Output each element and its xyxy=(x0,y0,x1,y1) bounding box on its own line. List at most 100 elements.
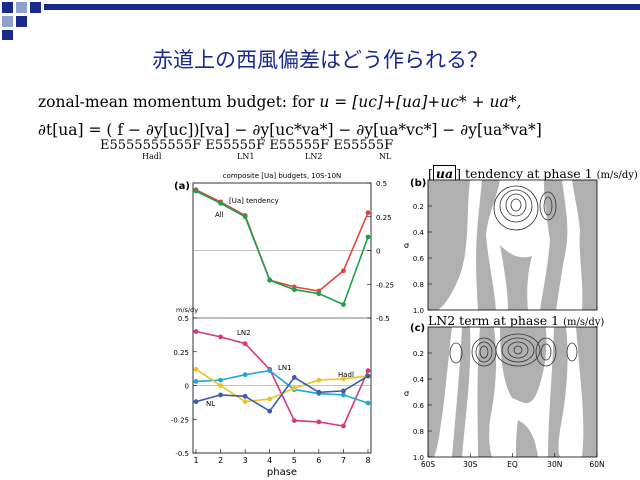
upper-y-tick-label: 0 xyxy=(376,248,380,256)
x-tick-label: 2 xyxy=(218,456,223,465)
series-ln1-point xyxy=(218,377,223,383)
panel-b-y-tick-label: 0.2 xyxy=(413,203,424,211)
series-nl-line xyxy=(195,375,369,413)
panel-b-frame xyxy=(427,179,598,311)
label-hadl: Hadl xyxy=(338,371,354,379)
label-all: All xyxy=(215,211,224,219)
series-nl-point xyxy=(365,373,371,379)
lower-y-tick-label: -0.5 xyxy=(175,450,189,458)
series-ln2-point xyxy=(291,418,297,423)
panel-b-title-text: tendency at phase 1 xyxy=(464,166,593,181)
panel-b-y-tick-label: 1.0 xyxy=(413,307,424,315)
label-ln2: LN2 xyxy=(237,329,251,337)
panel-c-x-tick-label: 30N xyxy=(547,460,562,469)
panel-b-y-tick-label: 0.6 xyxy=(413,255,425,263)
equation-tendency: ∂t[ua] = ( f − ∂y[uc])[va] − ∂y[uc*va*] … xyxy=(38,121,542,139)
equation-braces: E5555555555F E55555F E55555F E55555F xyxy=(100,138,394,153)
panel-c-unit: (m/s/dy) xyxy=(563,317,605,328)
series-all-point xyxy=(341,302,346,307)
series-all-point xyxy=(365,234,371,240)
lower-y-tick-label: -0.25 xyxy=(171,416,189,424)
series-hadl-point xyxy=(218,383,223,388)
panel-c-shading xyxy=(428,327,597,457)
series-hadl-point xyxy=(193,366,199,372)
series-nl-point xyxy=(341,388,346,394)
series-nl-point xyxy=(242,393,248,399)
series-uatendency-line xyxy=(195,189,369,292)
series-uatendency-point xyxy=(341,268,346,274)
panel-c-y-tick-label: 0.6 xyxy=(413,402,425,410)
x-tick-label: 4 xyxy=(267,456,272,465)
upper-y-tick-label: 0.5 xyxy=(376,180,387,188)
series-ln1-point xyxy=(365,400,371,406)
x-tick-label: 3 xyxy=(243,456,248,465)
series-hadl-point xyxy=(341,376,346,382)
series-all-point xyxy=(267,277,273,283)
panel-c-x-tick-label: 60N xyxy=(589,460,604,469)
series-hadl-point xyxy=(291,385,297,391)
upper-y-tick-label: -0.25 xyxy=(376,281,394,289)
series-ln2-point xyxy=(193,329,199,334)
upper-y-tick-label: -0.5 xyxy=(376,315,390,323)
brace-label-ln1: LN1 xyxy=(237,152,255,161)
series-all-point xyxy=(291,287,297,293)
panel-c-title: LN2 term at phase 1 (m/s/dy) xyxy=(428,313,604,328)
label-ln1: LN1 xyxy=(278,364,292,372)
series-all-point xyxy=(316,291,322,297)
x-tick-label: 6 xyxy=(316,456,321,465)
brace-label-ln2: LN2 xyxy=(305,152,323,161)
lower-y-tick-label: 0.5 xyxy=(178,315,189,323)
lower-y-tick-label: 0.25 xyxy=(173,349,189,357)
series-nl-point xyxy=(291,375,297,380)
y-axis-unit: m/s/dy xyxy=(176,306,198,314)
series-nl-point xyxy=(267,408,273,414)
panel-c-x-tick-label: 30S xyxy=(463,460,478,469)
series-nl-point xyxy=(218,392,223,398)
x-tick-label: 7 xyxy=(341,456,346,465)
label-nl: NL xyxy=(206,400,215,408)
panel-label-a: (a) xyxy=(174,181,190,192)
series-ln1-point xyxy=(242,372,248,378)
panel-c-contours xyxy=(449,333,578,367)
panel-c-x-tick-label: EQ xyxy=(507,460,518,469)
panel-label-b: (b) xyxy=(410,178,426,189)
slide-title: 赤道上の西風偏差はどう作られる？ xyxy=(152,48,488,72)
series-nl-point xyxy=(316,389,322,395)
series-all-point xyxy=(242,214,248,220)
series-ln1-point xyxy=(341,392,346,398)
series-all-line xyxy=(195,190,369,306)
brace-label-nl: NL xyxy=(379,152,392,161)
panel-b-title: [ua] tendency at phase 1 (m/s/dy) xyxy=(428,165,638,182)
series-ln2-point xyxy=(316,419,322,425)
panel-c-title-text: LN2 term at phase 1 xyxy=(428,313,560,328)
panel-c-y-tick-label: 0.4 xyxy=(413,376,425,384)
series-nl-point xyxy=(193,399,199,405)
series-ln1-point xyxy=(193,379,199,384)
panel-b-y-tick-label: 0.4 xyxy=(413,229,425,237)
series-ln1-point xyxy=(267,368,273,374)
x-axis-label: phase xyxy=(267,467,297,478)
series-all-point xyxy=(218,200,223,206)
x-tick-label: 1 xyxy=(193,456,198,465)
panel-c-x-tick-label: 60S xyxy=(421,460,436,469)
series-hadl-point xyxy=(316,377,322,383)
panel-c-y-tick-label: 1.0 xyxy=(413,454,424,462)
series-all-point xyxy=(193,188,199,194)
brace-label-hadl: Hadl xyxy=(142,152,162,161)
equation-budget-rest: u = [uc]+[ua]+uc* + ua*, xyxy=(319,93,522,111)
series-ln2-point xyxy=(218,334,223,340)
upper-y-tick-label: 0.25 xyxy=(376,214,392,222)
x-tick-label: 5 xyxy=(292,456,297,465)
panel-b-ylabel: σ xyxy=(404,241,409,250)
series-hadl-point xyxy=(242,399,248,405)
label-tendency: [Ua] tendency xyxy=(229,197,279,205)
series-hadl-point xyxy=(267,396,273,402)
panel-b-unit: (m/s/dy) xyxy=(596,170,638,181)
series-uatendency-point xyxy=(365,210,371,216)
series-ln1-line xyxy=(195,369,369,404)
equation-budget: zonal-mean momentum budget: for u = [uc]… xyxy=(38,93,521,111)
series-ln2-point xyxy=(365,368,371,374)
